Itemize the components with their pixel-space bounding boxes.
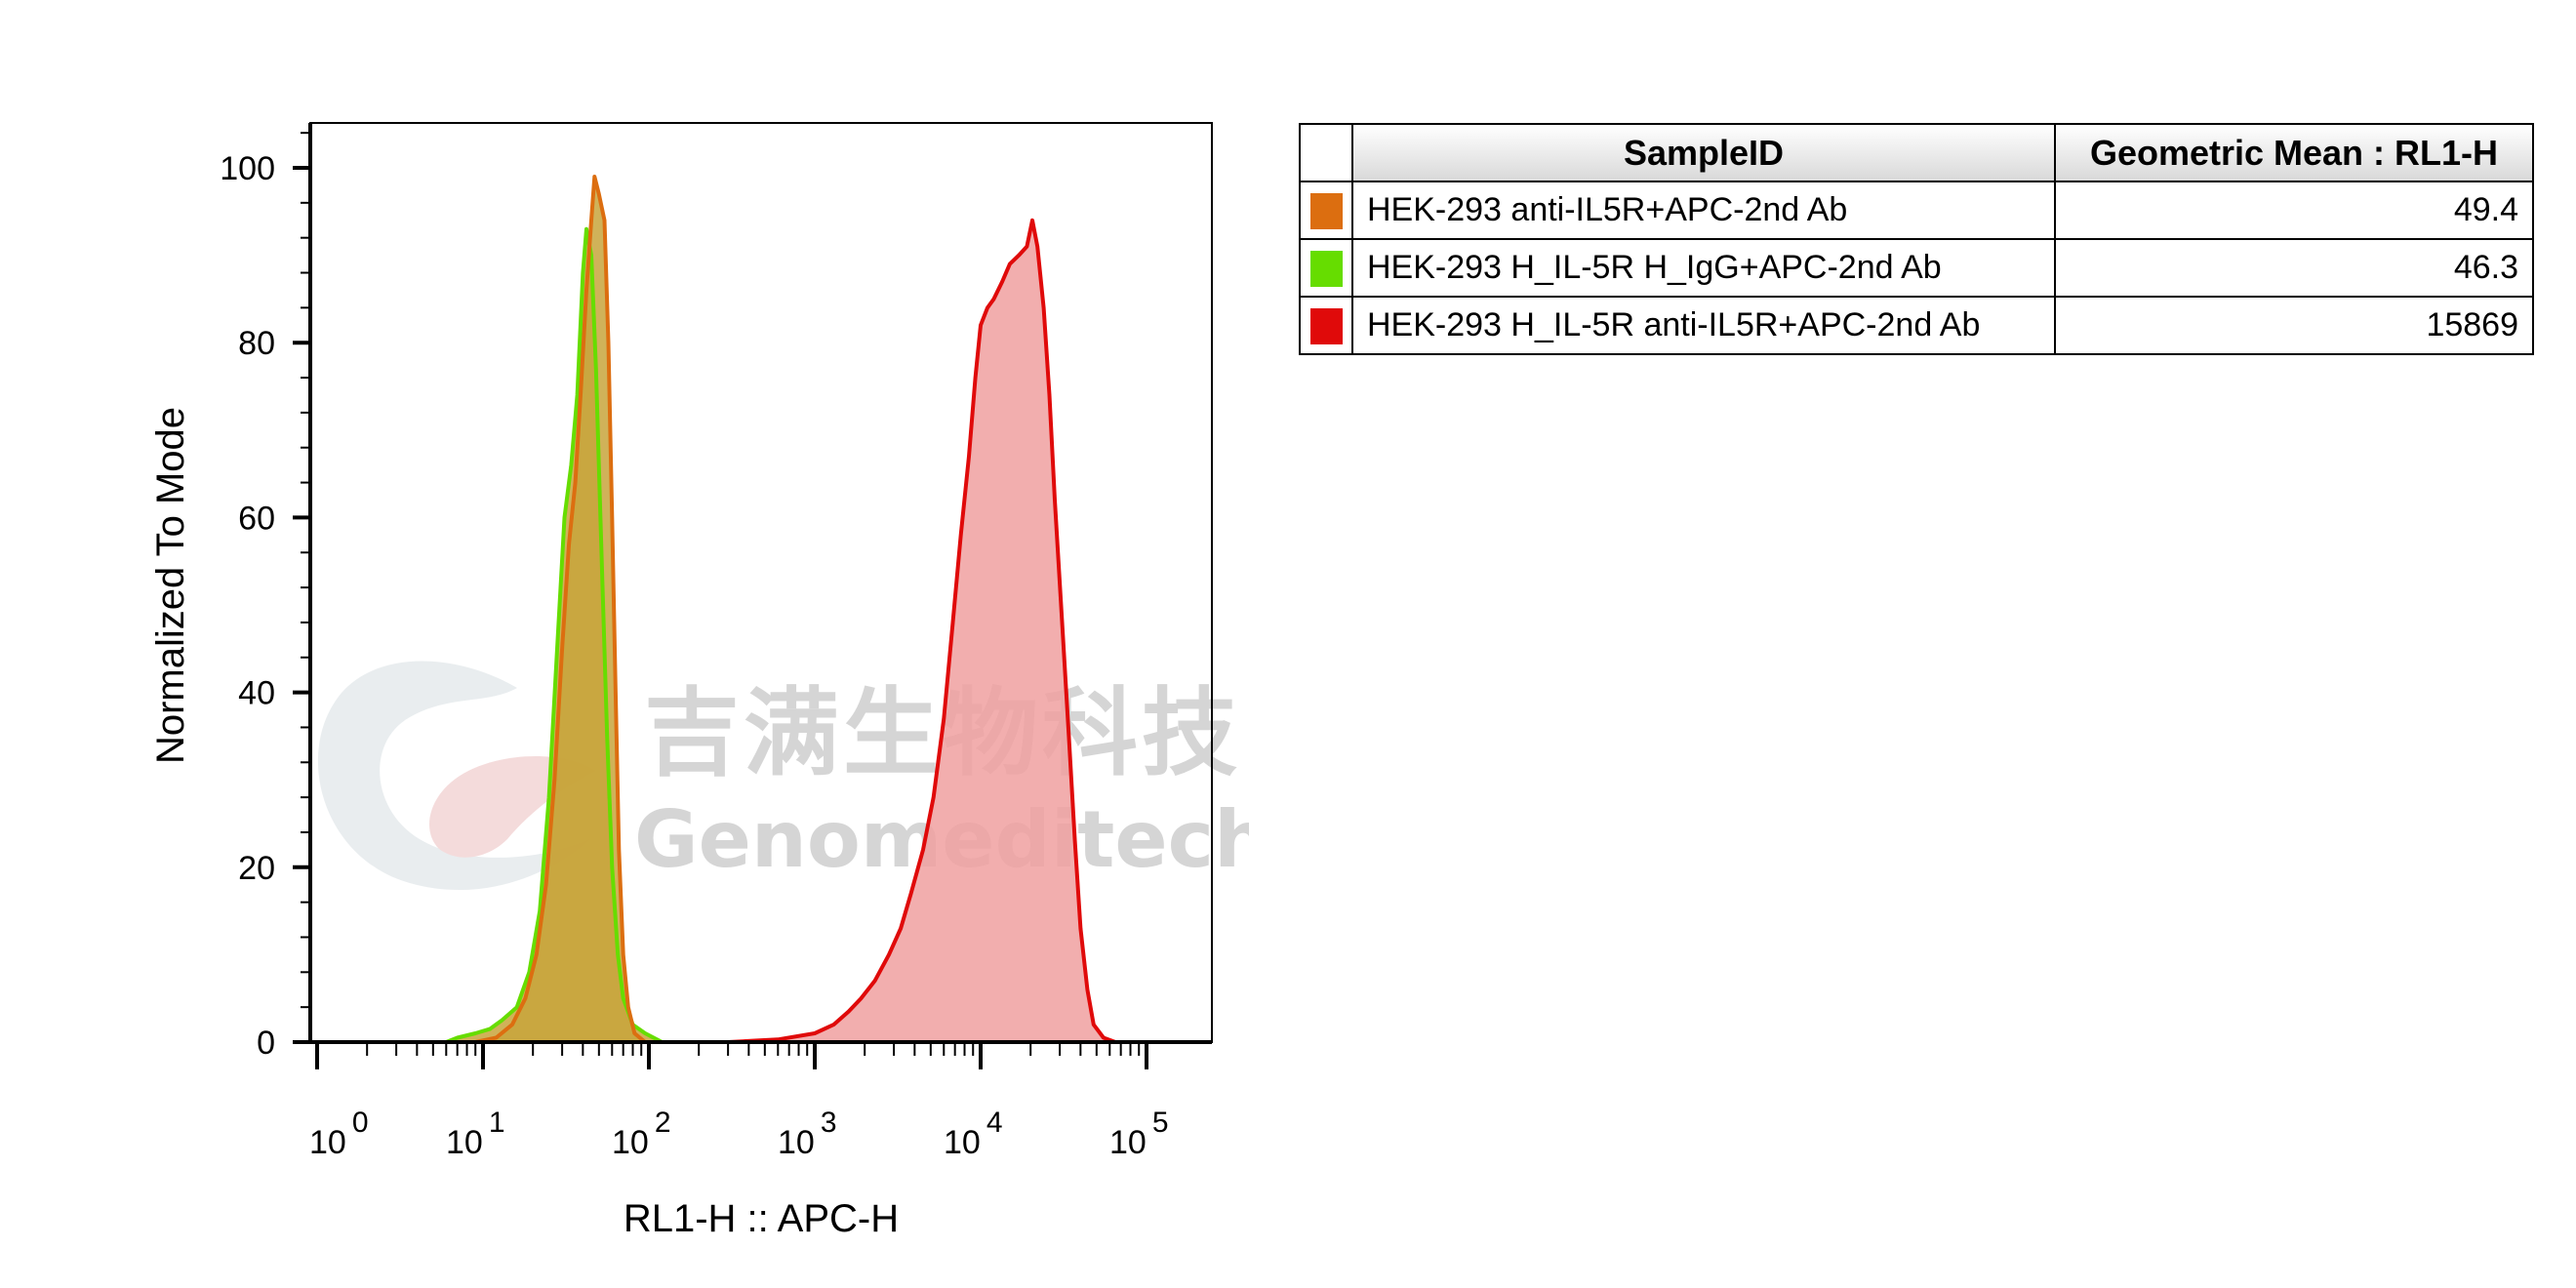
x-tick-base: 10	[944, 1124, 981, 1161]
watermark: 吉满生物科技 Genomeditech	[317, 661, 1249, 891]
plot-area	[317, 175, 1147, 1044]
legend-row[interactable]: HEK-293 H_IL-5R H_IgG+APC-2nd Ab 46.3	[1299, 238, 2534, 298]
legend-table: SampleID Geometric Mean : RL1-H HEK-293 …	[1299, 123, 2534, 355]
x-tick-base: 10	[446, 1124, 483, 1161]
y-tick-label: 0	[257, 1025, 275, 1062]
color-swatch-red	[1309, 308, 1343, 345]
legend-swatch-header	[1299, 123, 1353, 182]
y-axis: 0 20 40 60 80 100	[220, 123, 312, 1062]
x-tick-exponent: 5	[1152, 1107, 1169, 1139]
sample-id-cell: HEK-293 H_IL-5R anti-IL5R+APC-2nd Ab	[1351, 296, 2056, 355]
geometric-mean-cell: 46.3	[2054, 238, 2534, 298]
y-axis-title: Normalized To Mode	[149, 407, 192, 764]
y-tick-label: 20	[238, 850, 275, 887]
legend-row[interactable]: HEK-293 H_IL-5R anti-IL5R+APC-2nd Ab 158…	[1299, 296, 2534, 355]
color-swatch-orange	[1309, 193, 1343, 230]
x-tick-label: 101	[446, 1107, 505, 1161]
sample-id-cell: HEK-293 anti-IL5R+APC-2nd Ab	[1351, 181, 2056, 240]
x-tick-exponent: 3	[821, 1107, 837, 1139]
geometric-mean-cell: 49.4	[2054, 181, 2534, 240]
legend-row[interactable]: HEK-293 anti-IL5R+APC-2nd Ab 49.4	[1299, 181, 2534, 240]
geometric-mean-header[interactable]: Geometric Mean : RL1-H	[2054, 123, 2534, 182]
sampleid-header[interactable]: SampleID	[1351, 123, 2056, 182]
x-axis-title: RL1-H :: APC-H	[624, 1197, 899, 1240]
x-tick-exponent: 4	[986, 1107, 1003, 1139]
legend-swatch-cell	[1299, 181, 1353, 240]
series-line-2	[317, 218, 1147, 1044]
x-tick-label: 102	[612, 1107, 671, 1161]
x-tick-exponent: 1	[489, 1107, 505, 1139]
legend-header-row: SampleID Geometric Mean : RL1-H	[1299, 123, 2534, 182]
x-tick-exponent: 2	[655, 1107, 671, 1139]
x-tick-label: 100	[309, 1107, 369, 1161]
sample-id-cell: HEK-293 H_IL-5R H_IgG+APC-2nd Ab	[1351, 238, 2056, 298]
x-tick-label: 104	[944, 1107, 1003, 1161]
x-tick-label: 105	[1109, 1107, 1169, 1161]
y-tick-label: 40	[238, 675, 275, 712]
color-swatch-green	[1309, 251, 1343, 288]
series-line-1	[317, 175, 1147, 1044]
x-tick-base: 10	[309, 1124, 346, 1161]
x-tick-base: 10	[1109, 1124, 1147, 1161]
x-tick-label: 103	[778, 1107, 837, 1161]
legend-swatch-cell	[1299, 296, 1353, 355]
series-fill-2	[317, 220, 1147, 1043]
x-tick-base: 10	[612, 1124, 649, 1161]
y-tick-label: 100	[220, 150, 275, 187]
y-tick-label: 60	[238, 500, 275, 537]
x-tick-base: 10	[778, 1124, 815, 1161]
y-tick-label: 80	[238, 325, 275, 362]
x-tick-exponent: 0	[352, 1107, 369, 1139]
series-line-0	[317, 226, 1147, 1044]
geometric-mean-cell: 15869	[2054, 296, 2534, 355]
legend-swatch-cell	[1299, 238, 1353, 298]
